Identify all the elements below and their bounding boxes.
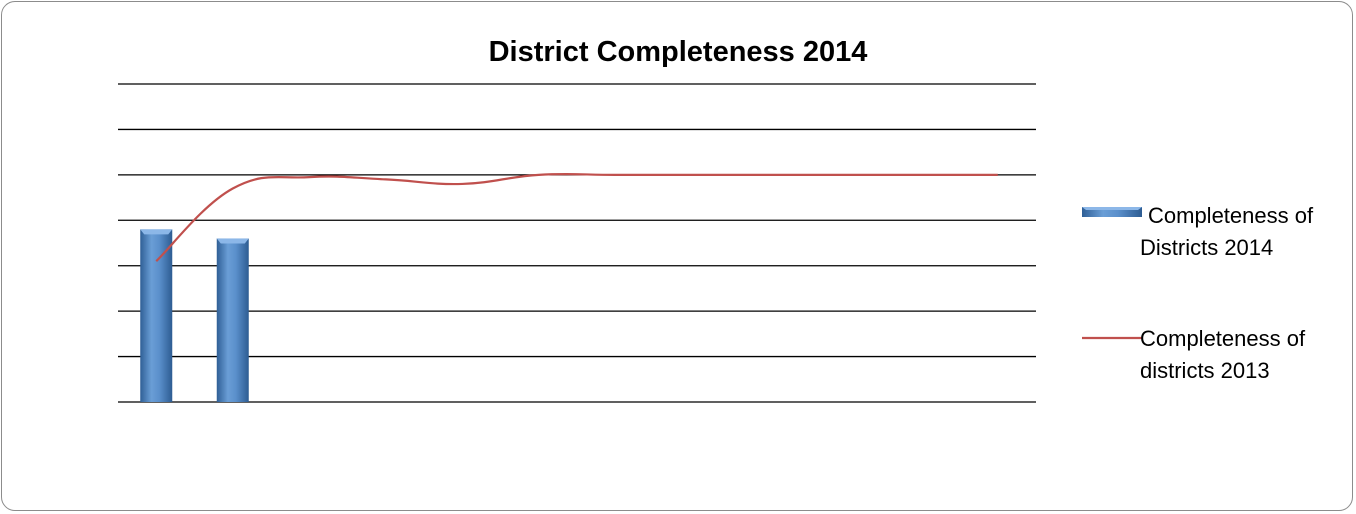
legend-key-bar (1082, 207, 1142, 217)
bar-bevel (140, 229, 173, 235)
gridlines (118, 83, 1036, 403)
legend-key-bar-body (1082, 207, 1142, 217)
chart-title: District Completeness 2014 (488, 36, 868, 68)
legend-label-line-line2: districts 2013 (1140, 358, 1270, 383)
bar-series (140, 229, 249, 402)
legend-label-bar: Completeness of Districts 2014 (1140, 200, 1314, 264)
bar (140, 229, 173, 402)
bar (216, 238, 249, 402)
legend-label-line-line1: Completeness of (1140, 326, 1306, 351)
legend-keys (1082, 207, 1142, 340)
legend-label-bar-line1: Completeness of (1148, 203, 1314, 228)
legend-label-bar-line2: Districts 2014 (1140, 235, 1274, 260)
bar-bevel (216, 238, 249, 244)
legend-key-bar-bevel (1082, 207, 1142, 210)
series-line-2013 (155, 172, 998, 262)
bar-body (216, 238, 249, 402)
bar-body (140, 229, 173, 402)
legend-label-line: Completeness of districts 2013 (1140, 323, 1305, 387)
line-series (155, 172, 998, 262)
